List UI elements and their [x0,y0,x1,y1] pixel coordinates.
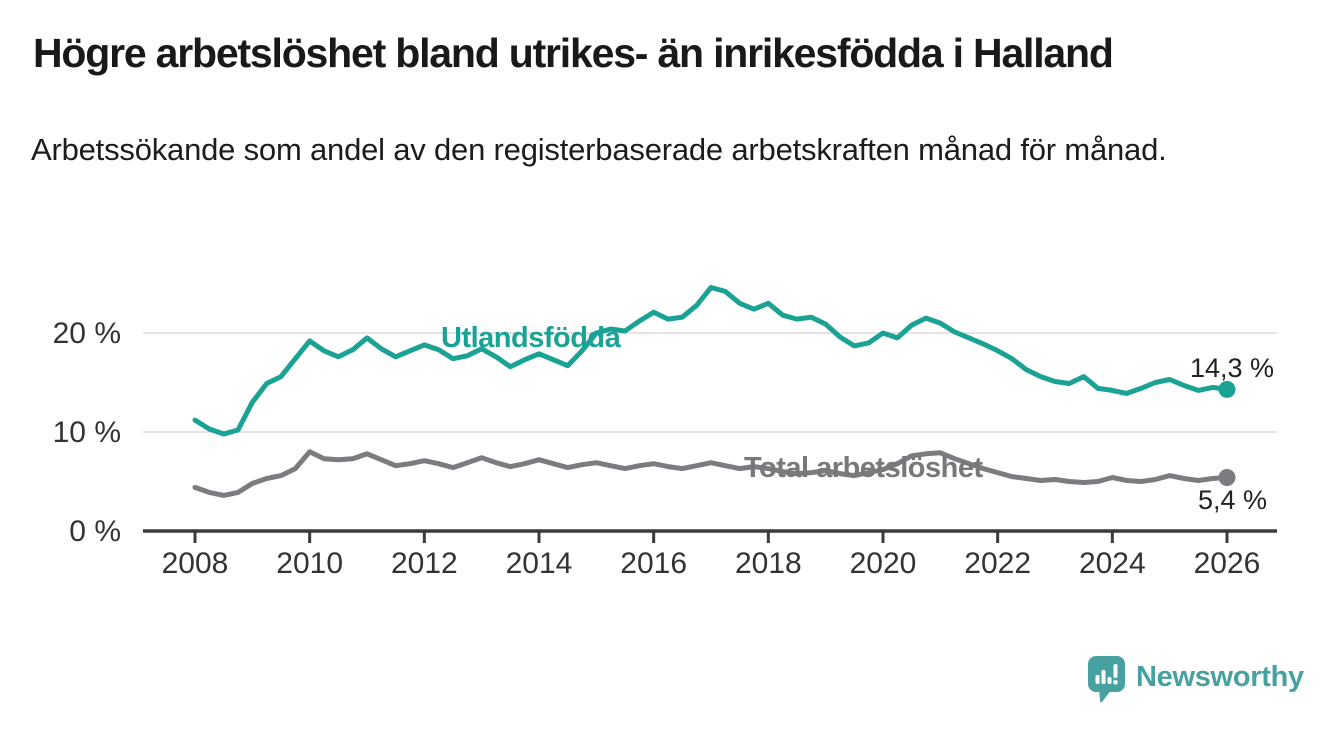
x-axis-tick-label: 2014 [506,547,573,580]
series-line-total-arbetsloshet [192,449,1230,498]
newsworthy-bar-chart-bubble-icon [1088,656,1125,703]
newsworthy-logo-text: Newsworthy [1136,661,1304,693]
x-axis-tick-label: 2022 [964,547,1031,580]
series-end-dot-total-arbetsloshet [1218,469,1236,487]
x-axis-tick-label: 2020 [850,547,917,580]
x-axis-tick-label: 2010 [276,547,343,580]
end-value-label-utlandsfodda: 14,3 % [1190,353,1275,383]
series-label-utlandsfodda: Utlandsfödda [441,322,621,354]
series-end-dot-utlandsfodda [1218,380,1236,398]
page-subtitle: Arbetssökande som andel av den registerb… [31,132,1167,167]
x-axis-tick-label: 2016 [620,547,687,580]
x-axis-tick-label: 2026 [1194,547,1261,580]
y-axis-tick-label: 0 % [69,515,121,548]
x-axis-tick-label: 2024 [1079,547,1146,580]
y-axis-tick-label: 20 % [53,317,121,350]
x-axis-tick-label: 2012 [391,547,458,580]
newsworthy-logo: Newsworthy [1088,656,1304,703]
series-line-utlandsfodda [192,285,1230,437]
page-title: Högre arbetslöshet bland utrikes- än inr… [33,30,1114,76]
y-axis-tick-label: 10 % [53,416,121,449]
x-axis-tick-label: 2018 [735,547,802,580]
x-axis-tick-label: 2008 [162,547,229,580]
series-label-total-arbetsloshet: Total arbetslöshet [744,452,983,484]
end-value-label-total-arbetsloshet: 5,4 % [1198,485,1268,515]
